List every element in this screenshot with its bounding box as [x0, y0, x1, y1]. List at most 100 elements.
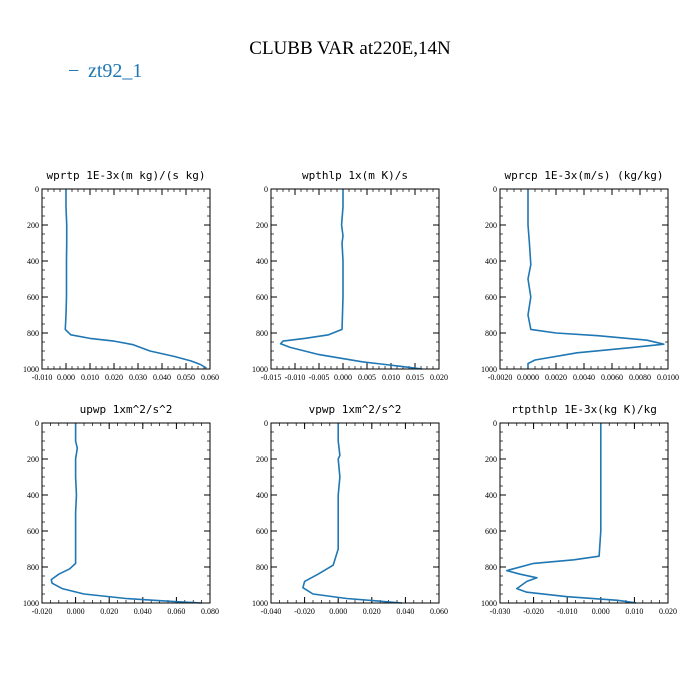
x-tick-label: -0.020	[32, 607, 53, 616]
plot-frame	[270, 188, 440, 370]
x-tick-label: 0.0060	[601, 373, 623, 382]
y-tick-label: 600	[485, 527, 497, 536]
y-tick-label: 200	[27, 455, 39, 464]
x-tick-label: 0.040	[134, 607, 152, 616]
y-tick-label: 800	[27, 329, 39, 338]
panel-3: wprcp 1E-3x(m/s) (kg/kg) -0.0020 0.0000 0.0…	[481, 169, 679, 382]
y-tick-label: 800	[485, 563, 497, 572]
y-tick-label: 800	[256, 563, 268, 572]
y-tick-label: 800	[485, 329, 497, 338]
x-tick-label: -0.010	[32, 373, 53, 382]
x-tick-label: 0.005	[358, 373, 376, 382]
y-tick-label: 800	[27, 563, 39, 572]
y-tick-label: 200	[256, 455, 268, 464]
panels: wprtp 1E-3x(m kg)/(s kg) -0.010 0.000 0.010…	[23, 169, 679, 616]
panel-6: rtpthlp 1E-3x(kg K)/kg -0.030 -0.020 -0.010…	[481, 403, 677, 616]
panel-title: wprtp 1E-3x(m kg)/(s kg)	[47, 169, 206, 182]
y-tick-label: 200	[27, 221, 39, 230]
y-tick-label: 0	[35, 419, 39, 428]
x-tick-label: -0.040	[261, 607, 282, 616]
x-tick-label: 0.0020	[545, 373, 567, 382]
y-tick-label: 200	[485, 455, 497, 464]
y-tick-label: 200	[256, 221, 268, 230]
x-tick-label: -0.020	[294, 607, 315, 616]
series-line	[505, 423, 637, 604]
y-tick-label: 1000	[252, 599, 268, 608]
panel-4: upwp 1xm^2/s^2 -0.020 0.000 0.020 0.040 0.060…	[23, 403, 219, 616]
x-tick-label: 0.000	[67, 607, 85, 616]
panel-title: wprcp 1E-3x(m/s) (kg/kg)	[505, 169, 664, 182]
y-tick-label: 600	[256, 293, 268, 302]
legend-marker: −	[68, 60, 79, 82]
x-tick-label: 0.010	[625, 607, 643, 616]
y-tick-label: 0	[493, 419, 497, 428]
x-tick-label: 0.020	[105, 373, 123, 382]
minor-ticks	[270, 188, 440, 370]
y-tick-label: 200	[485, 221, 497, 230]
x-tick-label: 0.020	[659, 607, 677, 616]
x-tick-label: -0.015	[261, 373, 282, 382]
x-tick-label: 0.020	[430, 373, 448, 382]
y-tick-label: 600	[27, 293, 39, 302]
x-tick-label: 0.050	[177, 373, 195, 382]
panel-title: upwp 1xm^2/s^2	[80, 403, 173, 416]
legend-label: zt92_1	[88, 60, 142, 82]
panel-2: wpthlp 1x(m K)/s -0.015 -0.010 -0.005 0.000 0…	[252, 169, 448, 382]
minor-ticks	[499, 188, 669, 370]
y-tick-label: 1000	[23, 365, 39, 374]
x-tick-label: 0.080	[201, 607, 219, 616]
minor-ticks	[270, 422, 440, 604]
x-tick-label: 0.020	[100, 607, 118, 616]
y-tick-label: 600	[485, 293, 497, 302]
x-tick-label: 0.0000	[517, 373, 539, 382]
x-tick-label: 0.060	[201, 373, 219, 382]
x-tick-label: 0.020	[363, 607, 381, 616]
y-tick-label: 1000	[481, 365, 497, 374]
x-tick-label: 0.000	[57, 373, 75, 382]
y-tick-label: 400	[256, 257, 268, 266]
panel-1: wprtp 1E-3x(m kg)/(s kg) -0.010 0.000 0.010…	[23, 169, 219, 382]
legend: − zt92_1	[68, 60, 142, 82]
x-tick-label: 0.000	[329, 607, 347, 616]
series-line	[50, 423, 202, 604]
y-tick-label: 1000	[23, 599, 39, 608]
x-tick-label: -0.005	[309, 373, 330, 382]
y-tick-label: 1000	[252, 365, 268, 374]
minor-ticks	[41, 422, 211, 604]
x-tick-label: 0.010	[81, 373, 99, 382]
series-line	[279, 189, 423, 370]
panel-title: rtpthlp 1E-3x(kg K)/kg	[511, 403, 657, 416]
panel-5: vpwp 1xm^2/s^2 -0.040 -0.020 0.000 0.020 0.04…	[252, 403, 448, 616]
y-tick-label: 400	[27, 491, 39, 500]
x-tick-label: -0.010	[557, 607, 578, 616]
y-tick-label: 0	[264, 185, 268, 194]
x-tick-label: -0.0020	[488, 373, 513, 382]
figure-title: CLUBB VAR at220E,14N	[249, 38, 451, 59]
x-tick-label: -0.020	[523, 607, 544, 616]
x-tick-label: 0.0100	[657, 373, 679, 382]
x-tick-label: 0.040	[396, 607, 414, 616]
x-tick-label: 0.030	[129, 373, 147, 382]
series-line	[527, 189, 665, 369]
y-tick-label: 800	[256, 329, 268, 338]
y-tick-label: 400	[485, 491, 497, 500]
y-tick-label: 0	[264, 419, 268, 428]
x-tick-label: 0.0040	[573, 373, 595, 382]
x-tick-label: 0.010	[382, 373, 400, 382]
plot-frame	[270, 422, 440, 604]
x-tick-label: 0.0080	[629, 373, 651, 382]
y-tick-label: 1000	[481, 599, 497, 608]
x-tick-label: -0.030	[490, 607, 511, 616]
y-tick-label: 0	[493, 185, 497, 194]
plot-frame	[41, 422, 211, 604]
x-tick-label: 0.000	[592, 607, 610, 616]
y-tick-label: 400	[485, 257, 497, 266]
x-tick-label: 0.060	[167, 607, 185, 616]
y-tick-label: 600	[27, 527, 39, 536]
plot-frame	[499, 188, 669, 370]
y-tick-label: 0	[35, 185, 39, 194]
panel-title: vpwp 1xm^2/s^2	[309, 403, 402, 416]
plot-frame	[499, 422, 669, 604]
series-line	[302, 423, 403, 604]
